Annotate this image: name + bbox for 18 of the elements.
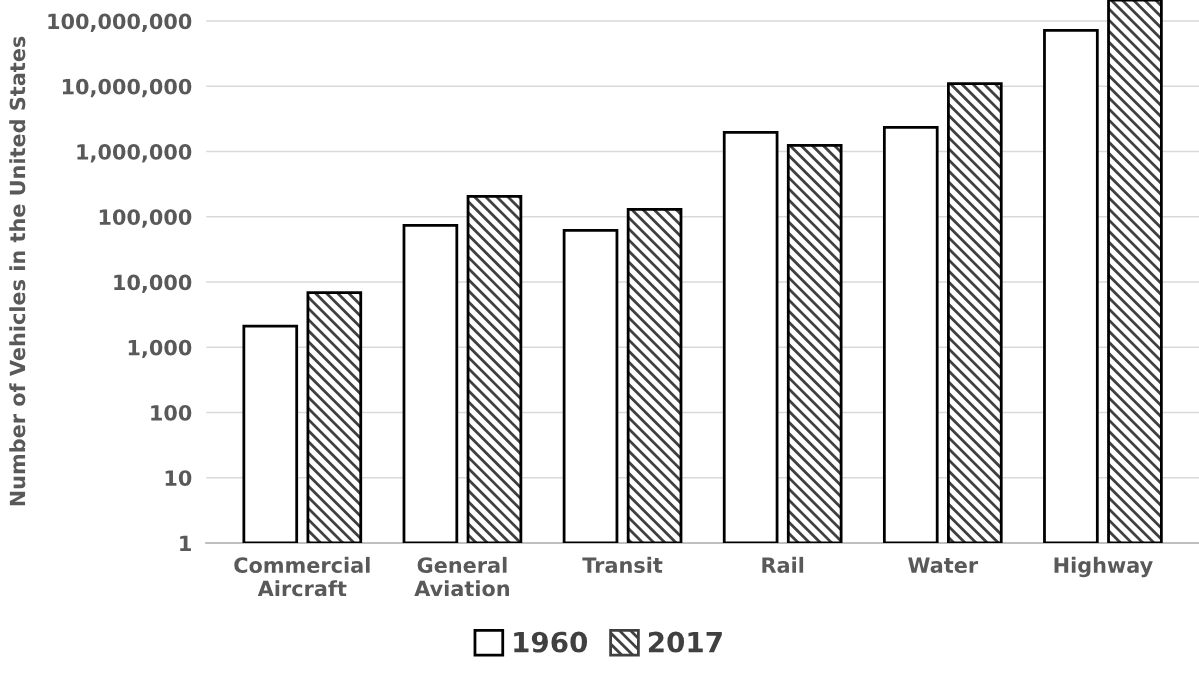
y-tick-label: 1,000 — [128, 339, 192, 359]
y-tick-label: 1 — [180, 535, 191, 551]
y-tick-label: 100 — [151, 404, 192, 421]
x-tick-label: Rail — [762, 556, 804, 573]
y-tick-label: 100,000,000 — [48, 13, 192, 32]
y-tick-label: 10 — [165, 470, 192, 486]
y-tick-label: 10,000,000 — [62, 78, 192, 98]
x-tick-label: Highway — [1054, 556, 1153, 578]
x-tick-label: Transit — [582, 556, 663, 573]
legend-label: 2017 — [648, 631, 722, 653]
y-axis-title: Number of Vehicles in the United States — [9, 36, 26, 506]
legend-label: 1960 — [514, 631, 588, 653]
y-tick-label: 1,000,000 — [77, 143, 192, 163]
x-tick-label: Water — [908, 557, 979, 573]
y-tick-label: 100,000 — [99, 209, 192, 228]
x-tick-label: Commercial Aircraft — [234, 556, 370, 597]
x-tick-label: General Aviation — [414, 556, 509, 597]
y-tick-label: 10,000 — [114, 274, 192, 293]
